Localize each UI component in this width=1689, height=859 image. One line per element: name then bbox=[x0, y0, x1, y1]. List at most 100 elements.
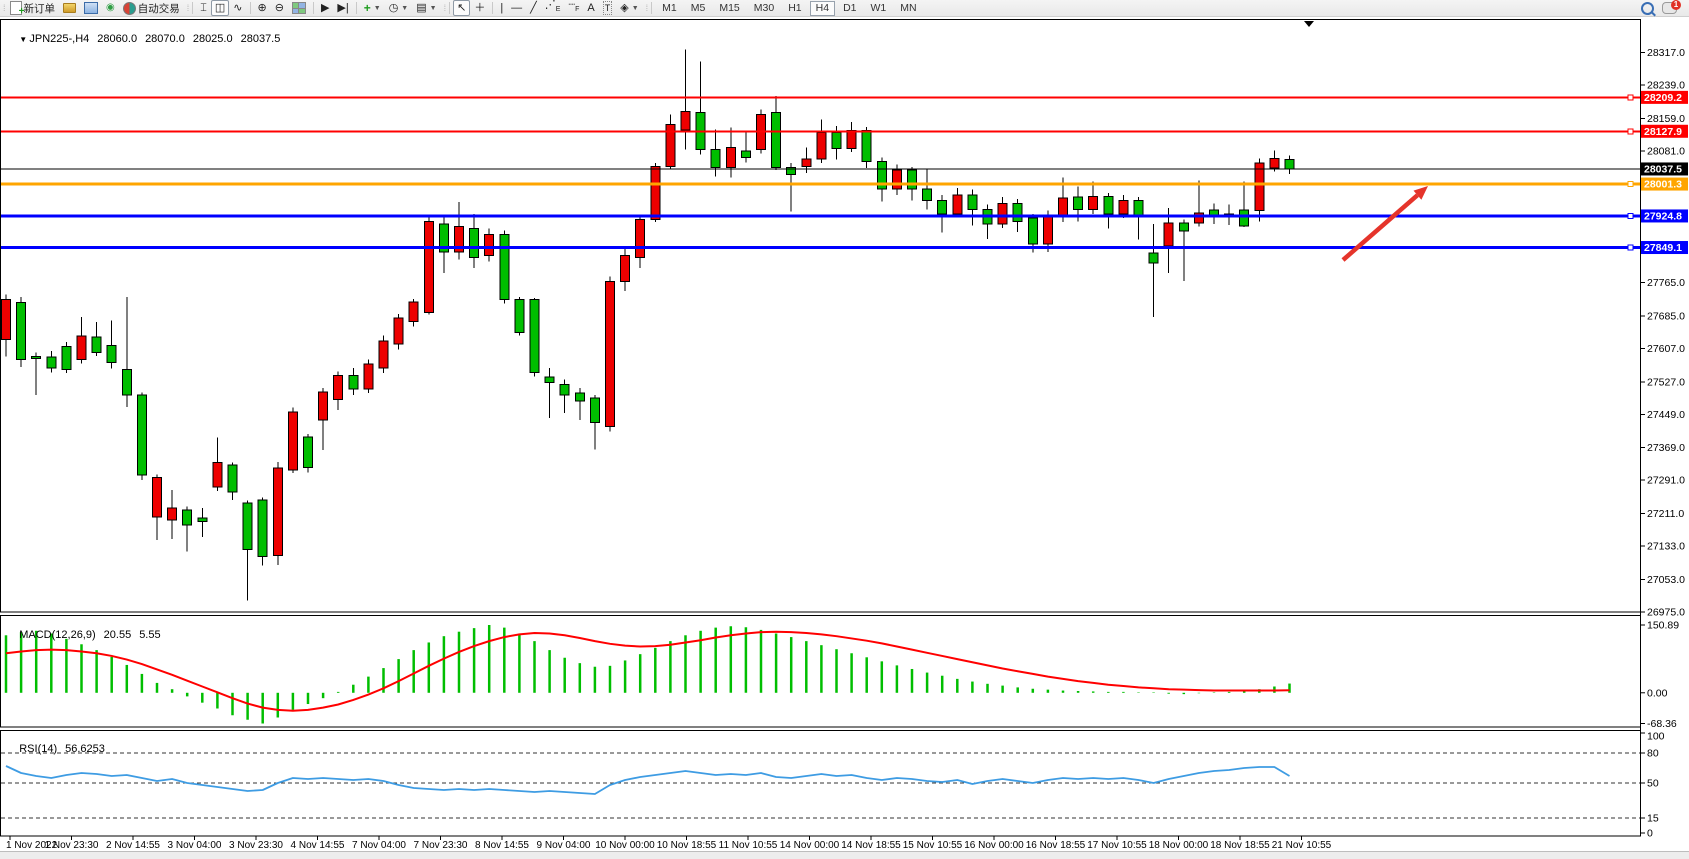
auto-scroll-button[interactable]: ▶ bbox=[317, 0, 333, 16]
gold-icon bbox=[63, 3, 77, 13]
arrow-shaft bbox=[1341, 193, 1419, 262]
search-button[interactable] bbox=[1637, 0, 1658, 16]
timeframe-M15[interactable]: M15 bbox=[719, 1, 740, 14]
candle-body bbox=[1073, 196, 1084, 211]
time-tick-label: 7 Nov 04:00 bbox=[352, 840, 406, 851]
toolbar-grip[interactable]: ⁞ bbox=[645, 3, 648, 13]
add-indicator-icon: + bbox=[363, 1, 371, 15]
cursor-button[interactable]: ↖ bbox=[453, 0, 471, 16]
toolbar-grip[interactable]: ⁞ bbox=[443, 3, 446, 13]
candle-body bbox=[136, 394, 147, 476]
trendline-icon: ╱ bbox=[530, 2, 537, 14]
macd-signal-line bbox=[5, 630, 1290, 712]
timeframe-W1[interactable]: W1 bbox=[870, 1, 887, 14]
price-tick-label: 27765.0 bbox=[1647, 277, 1685, 289]
timeframe-MN[interactable]: MN bbox=[900, 1, 917, 14]
price-badge bbox=[1641, 162, 1688, 176]
time-tick-label: 4 Nov 14:55 bbox=[291, 840, 345, 851]
autotrade-button[interactable]: 自动交易 bbox=[119, 0, 184, 16]
chart-shift-button[interactable]: ▶| bbox=[333, 0, 352, 16]
crosshair-button[interactable]: ＋ bbox=[470, 0, 489, 16]
templates-button[interactable]: ▤ ▼ bbox=[412, 0, 440, 16]
toolbar-grip[interactable]: ⁞ bbox=[3, 3, 5, 13]
rsi-value: 56.6253 bbox=[65, 743, 105, 755]
candle-body bbox=[861, 129, 872, 163]
shapes-button[interactable]: ◈ ▼ bbox=[616, 0, 642, 16]
candle-body bbox=[197, 517, 208, 523]
price-tick-label: 28239.0 bbox=[1647, 79, 1685, 91]
line-chart-mode-button[interactable]: ∿ bbox=[229, 0, 246, 16]
text-button[interactable]: A bbox=[583, 0, 598, 16]
signal-button[interactable]: ◉ bbox=[102, 0, 119, 16]
time-tick-label: 11 Nov 10:55 bbox=[719, 840, 778, 851]
trendline-button[interactable]: ╱ bbox=[526, 0, 541, 16]
candle-body bbox=[937, 199, 948, 215]
candle-body bbox=[106, 345, 117, 364]
candle-body bbox=[378, 340, 389, 369]
channel-icon: ⋰E bbox=[544, 0, 561, 14]
notifications-button[interactable]: 1 bbox=[1658, 0, 1681, 16]
tile-windows-button[interactable] bbox=[288, 0, 310, 16]
new-order-button[interactable]: 新订单 bbox=[6, 0, 60, 18]
timeframe-M1[interactable]: M1 bbox=[662, 1, 677, 14]
macd-tick-label: 0.00 bbox=[1647, 687, 1668, 699]
price-badge bbox=[1641, 241, 1688, 255]
candle-body bbox=[1254, 162, 1265, 211]
chart-symbol-menu-icon[interactable]: ▼ bbox=[19, 35, 30, 44]
price-tick-label: 27369.0 bbox=[1647, 442, 1685, 454]
vertical-line-icon: | bbox=[500, 2, 504, 14]
text-icon: A bbox=[587, 2, 595, 14]
candle-body bbox=[303, 436, 313, 469]
price-tick-label: 27685.0 bbox=[1647, 310, 1685, 322]
timeframe-H4[interactable]: H4 bbox=[809, 0, 836, 16]
rsi-name: RSI(14) bbox=[19, 743, 58, 755]
timeframe-H1[interactable]: H1 bbox=[788, 1, 802, 14]
candle-body bbox=[499, 234, 510, 301]
zoom-in-button[interactable]: ⊕ bbox=[254, 0, 271, 16]
price-tick-label: 27527.0 bbox=[1647, 376, 1685, 388]
timeframe-D1[interactable]: D1 bbox=[843, 1, 857, 14]
candle-body bbox=[1193, 212, 1204, 224]
vertical-line-button[interactable]: | bbox=[496, 0, 507, 16]
time-tick-label: 1 Nov 23:30 bbox=[45, 840, 99, 851]
market-depth-button[interactable] bbox=[59, 0, 80, 16]
price-tick-label: 27291.0 bbox=[1647, 475, 1685, 487]
time-tick-label: 18 Nov 00:00 bbox=[1149, 840, 1209, 851]
chevron-down-icon: ▼ bbox=[373, 4, 381, 12]
price-badge bbox=[1641, 90, 1688, 104]
candle-body bbox=[1042, 216, 1053, 245]
candle-body bbox=[514, 299, 525, 334]
periods-button[interactable]: ◷ ▼ bbox=[385, 0, 413, 16]
horizontal-line-button[interactable]: — bbox=[507, 0, 526, 16]
candle-body bbox=[31, 355, 42, 359]
zoom-out-button[interactable]: ⊖ bbox=[271, 0, 288, 16]
candle-body bbox=[1103, 195, 1114, 215]
price-tick-label: 28081.0 bbox=[1647, 145, 1685, 157]
fibonacci-button[interactable]: ┈F bbox=[564, 0, 583, 16]
toolbar-grip[interactable]: ⁞ bbox=[186, 3, 189, 13]
candle-body bbox=[559, 384, 570, 396]
price-tick-label: 27053.0 bbox=[1647, 574, 1685, 586]
candle-body bbox=[152, 477, 162, 518]
timeframe-M30[interactable]: M30 bbox=[753, 1, 775, 14]
candle-body bbox=[574, 392, 585, 402]
candle-body bbox=[61, 345, 72, 371]
text-label-button[interactable]: T bbox=[599, 0, 617, 16]
candlestick-mode-button[interactable]: ◫ bbox=[210, 0, 230, 16]
indicators-button[interactable]: + ▼ bbox=[360, 0, 385, 16]
chart-window-button[interactable] bbox=[80, 0, 102, 16]
candle-body bbox=[922, 188, 933, 201]
time-tick-label: 7 Nov 23:30 bbox=[414, 840, 468, 851]
candle-body bbox=[816, 131, 827, 160]
bar-chart-mode-button[interactable]: ⌶ bbox=[196, 0, 211, 16]
hline-end-marker bbox=[1627, 212, 1634, 219]
candle-body bbox=[227, 464, 238, 493]
new-order-icon bbox=[9, 1, 25, 18]
candle-body bbox=[454, 225, 464, 253]
price-badge bbox=[1641, 124, 1688, 138]
equidistant-channel-button[interactable]: ⋰E bbox=[541, 0, 565, 16]
timeframe-M5[interactable]: M5 bbox=[690, 1, 706, 14]
macd-signal-value: 5.55 bbox=[139, 629, 161, 641]
